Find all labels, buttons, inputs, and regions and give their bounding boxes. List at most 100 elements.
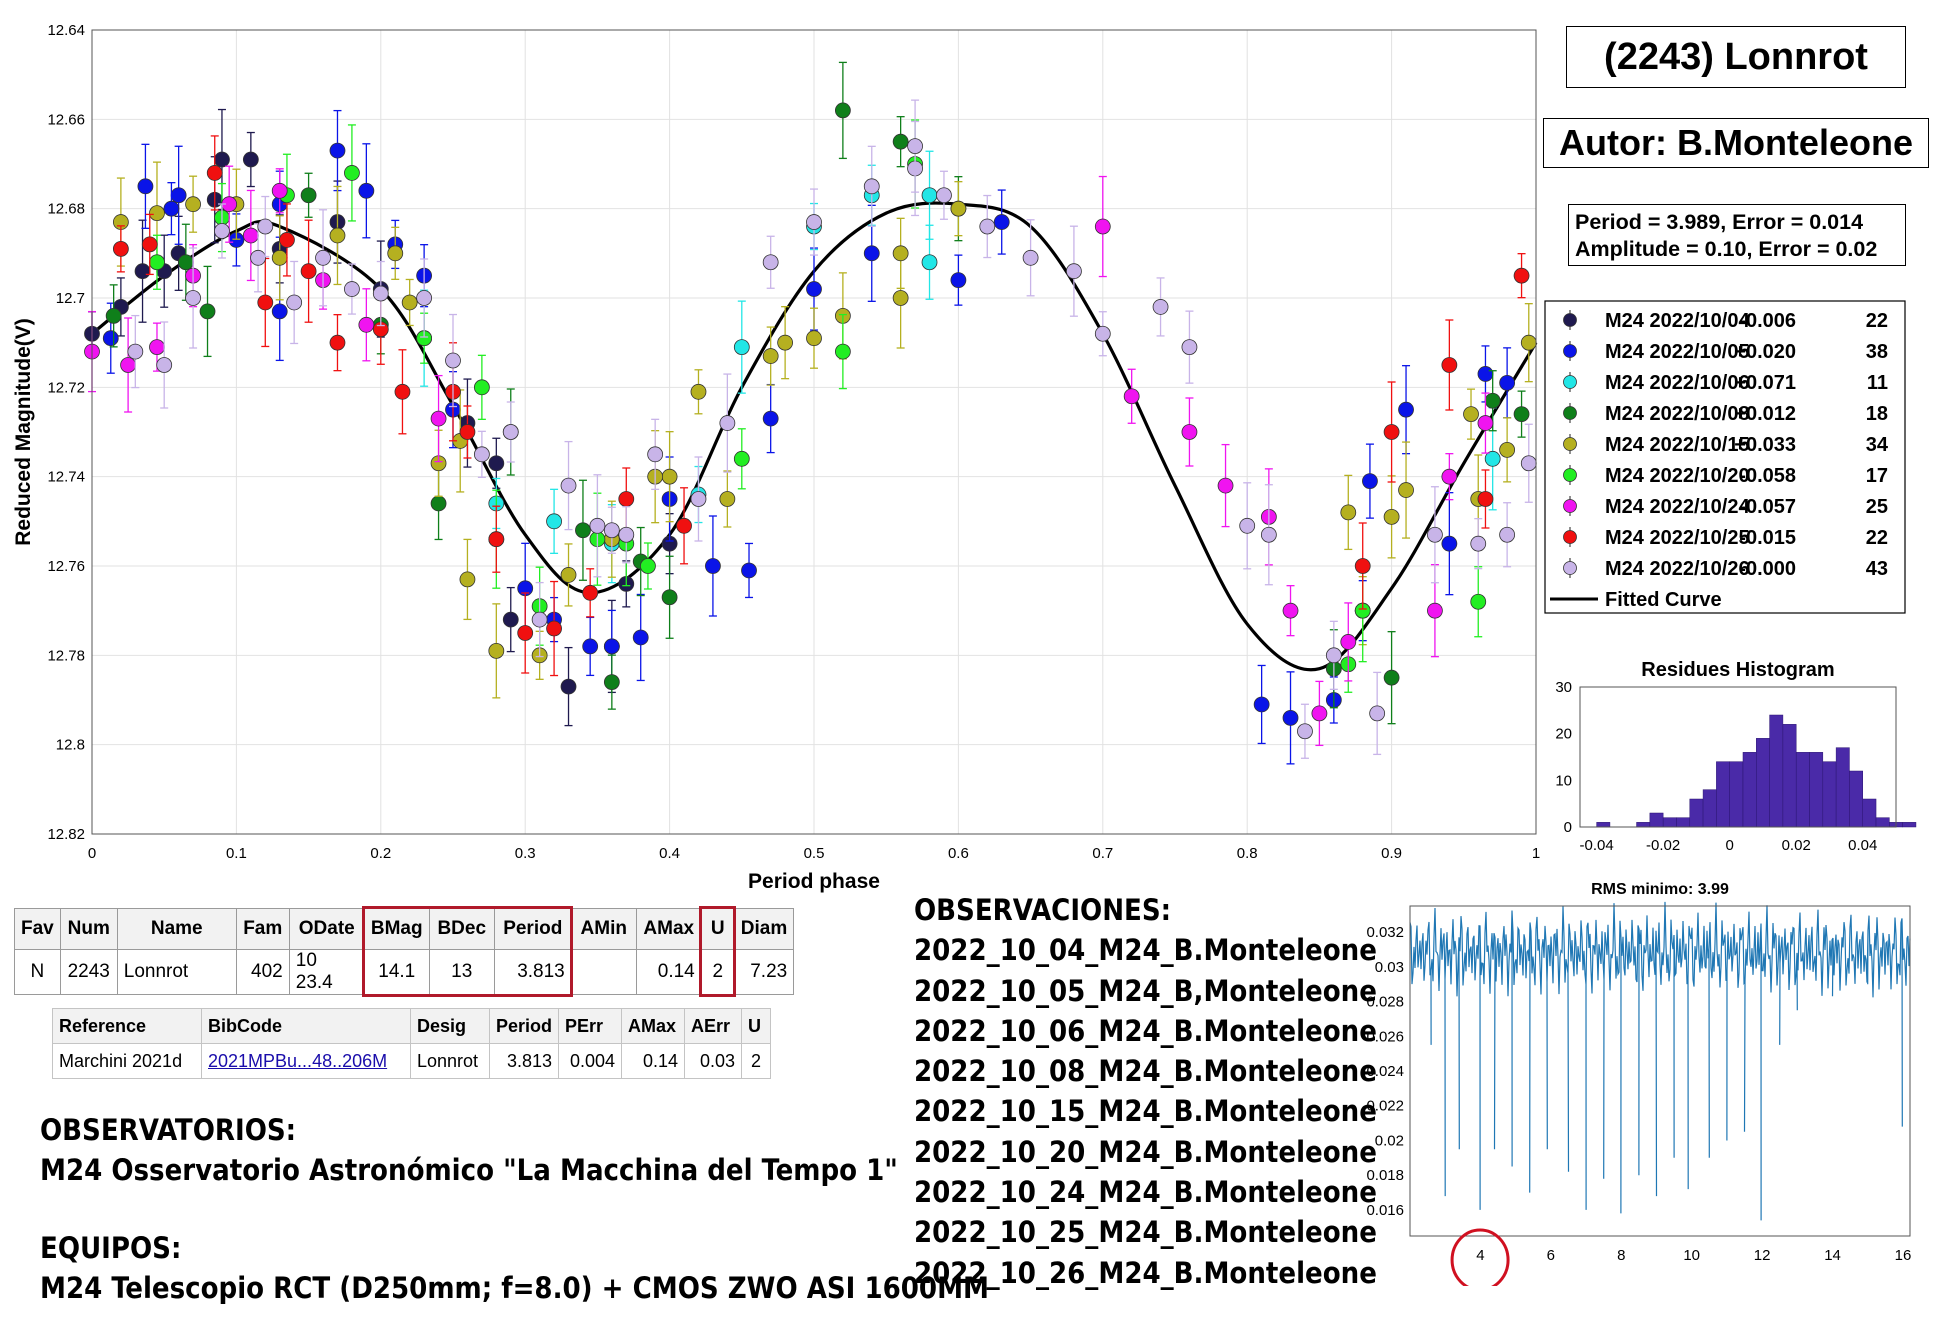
y-tick-label: 12.72 [47,379,85,396]
list-item: 2022_10_26_M24_B.Monteleone [914,1255,1377,1290]
data-point [358,316,375,333]
bibcode-link[interactable]: 2021MPBu...48..206M [208,1050,388,1071]
legend-fitted-label: Fitted Curve [1605,589,1722,611]
data-point [459,571,476,588]
data-point [676,517,692,534]
data-point [1499,374,1516,391]
ref-cell-amax: 0.14 [621,1043,686,1079]
rms-x-tick-label: 14 [1824,1247,1841,1264]
data-point [892,290,909,306]
histogram-bar [1822,761,1837,828]
data-point [719,491,736,507]
legend-offset: +0.020 [1734,341,1796,363]
data-point [127,343,144,360]
data-point [1239,517,1256,534]
legend-label: M24 2022/10/06 [1605,372,1750,394]
lc-header-fam: Fam [235,908,290,950]
rms-frame [1409,905,1911,1237]
data-point [1123,388,1140,405]
lc-header-fav: Fav [14,908,61,950]
lc-cell-u: 2 [700,949,735,995]
x-tick-label: 0.2 [370,845,391,862]
data-point [286,294,303,311]
rms-y-tick-label: 0.03 [1375,959,1404,976]
x-tick-label: 0.1 [226,845,247,862]
list-item: 2022_10_24_M24_B.Monteleone [914,1175,1377,1210]
legend-count: 22 [1866,527,1888,549]
y-tick-label: 12.78 [47,647,85,664]
data-point [762,254,779,271]
lc-header-amax: AMax [635,908,702,950]
data-point [105,307,122,324]
data-point [690,491,707,507]
data-point [921,254,938,271]
data-point [214,223,230,239]
data-point [315,249,331,266]
ref-cell-bibcode[interactable]: 2021MPBu...48..206M [201,1043,411,1079]
data-point [1513,406,1530,423]
data-point [806,330,822,347]
y-tick-label: 12.64 [47,22,85,39]
asteroid-title: (2243) Lonnrot [1566,26,1906,88]
data-point [488,531,505,548]
x-tick-label: 0.9 [1381,845,1402,862]
histogram-bar [1809,752,1824,828]
data-point [185,290,201,306]
data-point [892,133,909,150]
rms-y-tick-label: 0.024 [1366,1063,1404,1080]
data-point [1398,401,1414,418]
x-tick-label: 0.4 [659,845,680,862]
minimum-highlight-circle [1450,1228,1510,1286]
legend-marker [1563,530,1577,544]
ref-header-period: Period [488,1008,560,1044]
period-result: Period = 3.989, Error = 0.014 [1575,210,1864,234]
data-point [733,339,750,356]
lcdb-header-row: Fav Num Name Fam ODate BMag BDec Period … [14,908,795,950]
x-tick-label: 0.6 [948,845,969,862]
data-point [560,678,577,695]
data-point [560,567,577,583]
histogram-bar [1662,817,1677,828]
ref-cell-u: 2 [741,1043,772,1079]
data-point [1441,357,1458,373]
data-point [502,611,519,628]
histogram-bar [1902,822,1917,828]
data-point [329,142,346,159]
legend-count: 22 [1866,310,1888,332]
table-row: N 2243 Lonnrot 402 10 23.4 14.1 13 3.813… [14,949,795,995]
histogram-bar [1835,747,1850,828]
data-point [1311,705,1328,722]
rms-curve [1409,901,1911,1221]
histogram-bar [1782,724,1797,828]
rms-y-tick-label: 0.018 [1366,1167,1404,1184]
legend-offset: +0.033 [1734,434,1796,456]
y-tick-label: 12.7 [56,290,85,307]
data-point [863,178,880,195]
data-point [762,410,779,427]
list-item: 2022_10_04_M24_B.Monteleone [914,933,1377,968]
lc-header-u: U [700,908,735,950]
list-item: 2022_10_08_M24_B.Monteleone [914,1054,1377,1089]
y-tick-label: 12.76 [47,558,85,575]
data-point [1463,406,1479,423]
list-item: 2022_10_25_M24_B.Monteleone [914,1215,1377,1250]
legend-offset: +0.071 [1734,372,1796,394]
rms-y-tick-label: 0.028 [1366,994,1404,1011]
data-point [401,294,418,311]
data-point [1282,602,1299,619]
rms-x-tick-label: 4 [1476,1247,1484,1264]
data-point [1354,558,1371,574]
x-tick-label: 0.8 [1237,845,1258,862]
ref-cell-aerr: 0.03 [684,1043,743,1079]
lc-cell-diam: 7.23 [733,949,795,995]
histogram-bar [1875,817,1890,828]
data-point [120,357,137,373]
legend-label: M24 2022/10/15 [1605,434,1750,456]
data-point [271,249,288,266]
data-point [892,245,909,262]
histogram-bar [1769,714,1784,828]
data-point [1282,709,1299,726]
data-point [1470,535,1487,552]
legend-count: 17 [1866,465,1888,487]
observatories-block: OBSERVATORIOS: M24 Osservatorio Astronóm… [40,1110,989,1308]
